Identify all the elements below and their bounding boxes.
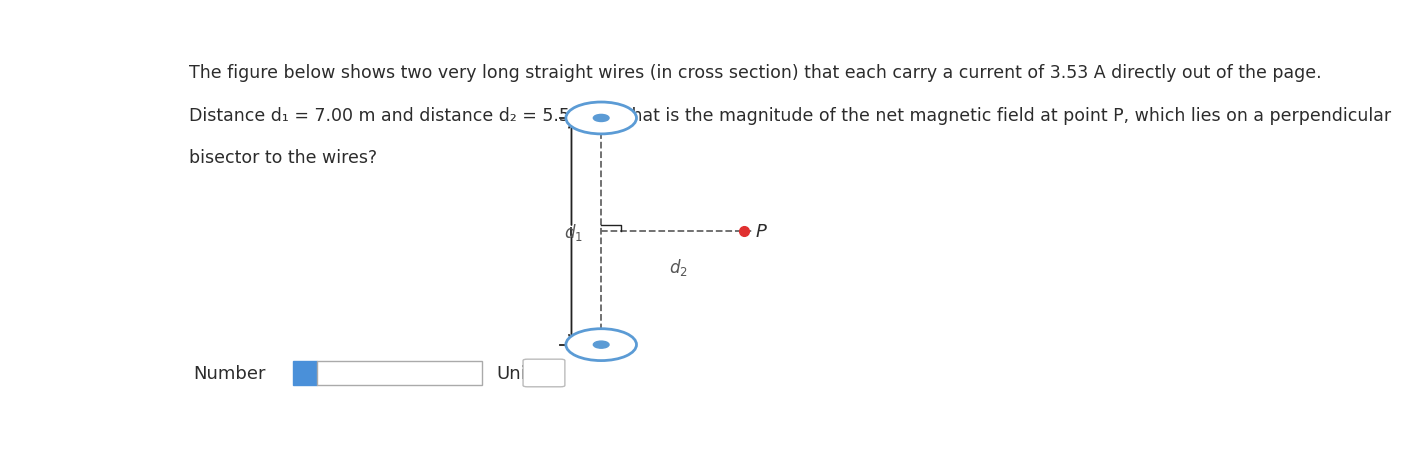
Text: ▼: ▼ <box>541 373 547 382</box>
Text: ▲: ▲ <box>541 364 547 373</box>
FancyBboxPatch shape <box>293 361 317 386</box>
Text: i: i <box>302 364 308 382</box>
Text: Distance d₁ = 7.00 m and distance d₂ = 5.50 m. What is the magnitude of the net : Distance d₁ = 7.00 m and distance d₂ = 5… <box>189 106 1390 124</box>
Ellipse shape <box>567 103 636 134</box>
Text: Number: Number <box>193 364 266 382</box>
FancyBboxPatch shape <box>317 361 483 386</box>
Ellipse shape <box>594 115 609 122</box>
FancyBboxPatch shape <box>523 359 565 387</box>
Text: $d_2$: $d_2$ <box>669 257 687 278</box>
Text: bisector to the wires?: bisector to the wires? <box>189 149 376 167</box>
Text: Units: Units <box>497 364 542 382</box>
Ellipse shape <box>567 329 636 361</box>
Text: $P$: $P$ <box>755 223 768 241</box>
Text: $d_1$: $d_1$ <box>564 221 582 242</box>
Ellipse shape <box>594 341 609 348</box>
Text: The figure below shows two very long straight wires (in cross section) that each: The figure below shows two very long str… <box>189 64 1321 82</box>
